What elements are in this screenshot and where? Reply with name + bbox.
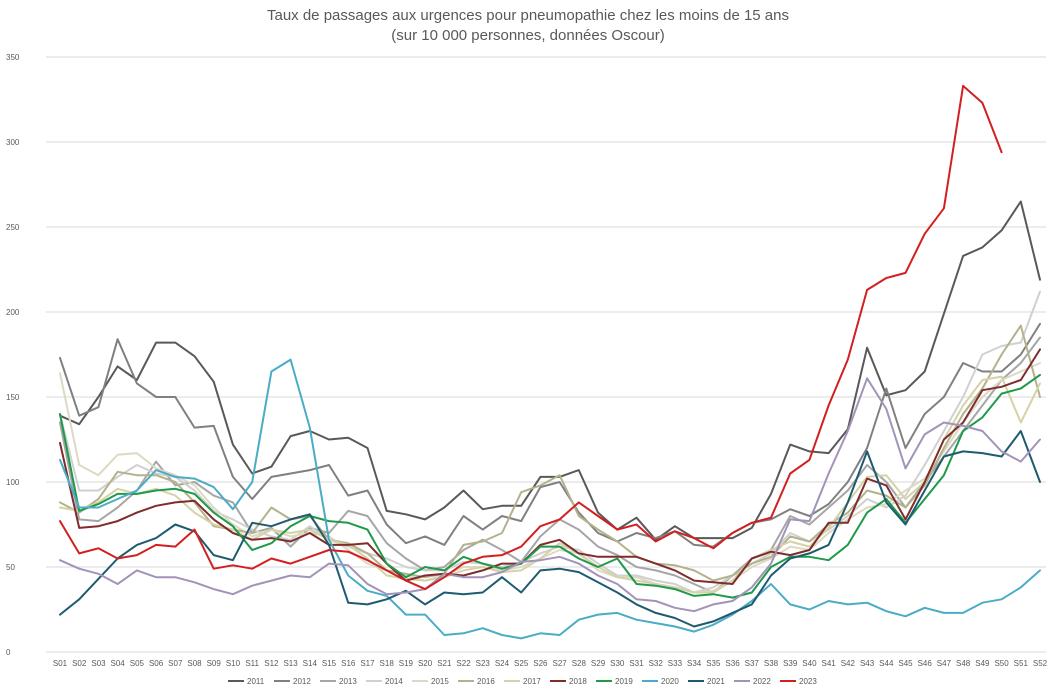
- legend-label-2020: 2020: [661, 677, 679, 686]
- x-tick-label: S52: [1033, 659, 1048, 668]
- series-line-2011: [59, 200, 1041, 541]
- x-tick-label: S26: [533, 659, 548, 668]
- x-tick-label: S15: [322, 659, 337, 668]
- x-tick-label: S42: [841, 659, 856, 668]
- legend-label-2015: 2015: [431, 677, 449, 686]
- x-tick-label: S29: [591, 659, 606, 668]
- x-tick-label: S18: [380, 659, 395, 668]
- legend-label-2011: 2011: [247, 677, 265, 686]
- x-tick-label: S27: [552, 659, 567, 668]
- legend-label-2021: 2021: [707, 677, 725, 686]
- x-tick-label: S06: [149, 659, 164, 668]
- x-tick-label: S13: [283, 659, 298, 668]
- x-tick-label: S41: [822, 659, 837, 668]
- x-tick-label: S31: [629, 659, 644, 668]
- x-tick-label: S46: [918, 659, 933, 668]
- x-tick-label: S22: [456, 659, 471, 668]
- legend-label-2014: 2014: [385, 677, 403, 686]
- x-tick-label: S05: [130, 659, 145, 668]
- x-tick-label: S07: [168, 659, 183, 668]
- x-tick-label: S04: [111, 659, 126, 668]
- x-tick-label: S14: [303, 659, 318, 668]
- chart-title-line: Taux de passages aux urgences pour pneum…: [266, 7, 789, 24]
- y-axis-ticks: 0 50 100 150 200 250 300 350: [6, 53, 20, 657]
- y-tick-label: 150: [6, 393, 20, 402]
- x-tick-label: S17: [360, 659, 375, 668]
- x-axis-ticks: S01 S02 S03 S04 S05 S06 S07 S08 S09 S10 S11 S12 S13 S…: [53, 659, 1048, 668]
- x-tick-label: S28: [572, 659, 587, 668]
- x-tick-label: S21: [437, 659, 452, 668]
- y-tick-label: 350: [6, 53, 20, 62]
- x-tick-label: S40: [802, 659, 817, 668]
- x-tick-label: S23: [476, 659, 491, 668]
- x-tick-label: S03: [91, 659, 106, 668]
- y-tick-label: 50: [6, 563, 15, 572]
- x-tick-label: S49: [975, 659, 990, 668]
- gridlines: [46, 56, 1046, 653]
- legend-label-2023: 2023: [799, 677, 817, 686]
- y-tick-label: 300: [6, 138, 20, 147]
- x-tick-label: S47: [937, 659, 952, 668]
- x-tick-label: S51: [1014, 659, 1029, 668]
- x-tick-label: S32: [649, 659, 664, 668]
- x-tick-label: S01: [53, 659, 68, 668]
- x-tick-label: S48: [956, 659, 971, 668]
- legend-label-2017: 2017: [523, 677, 541, 686]
- series-line-2022: [59, 377, 1041, 613]
- x-tick-label: S44: [879, 659, 894, 668]
- series-line-2023: [59, 84, 1003, 591]
- x-tick-label: S33: [668, 659, 683, 668]
- legend-label-2013: 2013: [339, 677, 357, 686]
- x-tick-label: S10: [226, 659, 241, 668]
- x-tick-label: S16: [341, 659, 356, 668]
- x-tick-label: S37: [745, 659, 760, 668]
- x-tick-label: S50: [994, 659, 1009, 668]
- legend-label-2022: 2022: [753, 677, 771, 686]
- x-tick-label: S39: [783, 659, 798, 668]
- chart-subtitle-line: (sur 10 000 personnes, données Oscour): [391, 27, 665, 44]
- x-tick-label: S20: [418, 659, 433, 668]
- legend-label-2019: 2019: [615, 677, 633, 686]
- x-tick-label: S02: [72, 659, 87, 668]
- x-tick-label: S09: [207, 659, 222, 668]
- series-line-2021: [59, 430, 1041, 628]
- x-tick-label: S43: [860, 659, 875, 668]
- y-tick-label: 250: [6, 223, 20, 232]
- series-lines: [59, 84, 1041, 640]
- chart-title: Taux de passages aux urgences pour pneum…: [0, 6, 1056, 46]
- x-tick-label: S24: [495, 659, 510, 668]
- series-line-2012: [59, 322, 1041, 548]
- x-tick-label: S34: [687, 659, 702, 668]
- series-line-2018: [59, 348, 1041, 585]
- x-tick-label: S25: [514, 659, 529, 668]
- y-tick-label: 200: [6, 308, 20, 317]
- x-tick-label: S38: [764, 659, 779, 668]
- y-tick-label: 100: [6, 478, 20, 487]
- legend-label-2012: 2012: [293, 677, 311, 686]
- x-tick-label: S19: [399, 659, 414, 668]
- x-tick-label: S30: [610, 659, 625, 668]
- legend: 2011 2012 2013 2014 2015 2016 2017 2018 2019 2020…: [228, 677, 817, 686]
- x-tick-label: S45: [898, 659, 913, 668]
- x-tick-label: S35: [706, 659, 721, 668]
- x-tick-label: S12: [264, 659, 279, 668]
- x-tick-label: S11: [245, 659, 259, 668]
- legend-label-2018: 2018: [569, 677, 587, 686]
- x-tick-label: S36: [725, 659, 740, 668]
- x-tick-label: S08: [187, 659, 202, 668]
- series-line-2019: [59, 373, 1041, 599]
- y-tick-label: 0: [6, 648, 11, 657]
- series-line-2020: [59, 358, 1041, 640]
- legend-label-2016: 2016: [477, 677, 495, 686]
